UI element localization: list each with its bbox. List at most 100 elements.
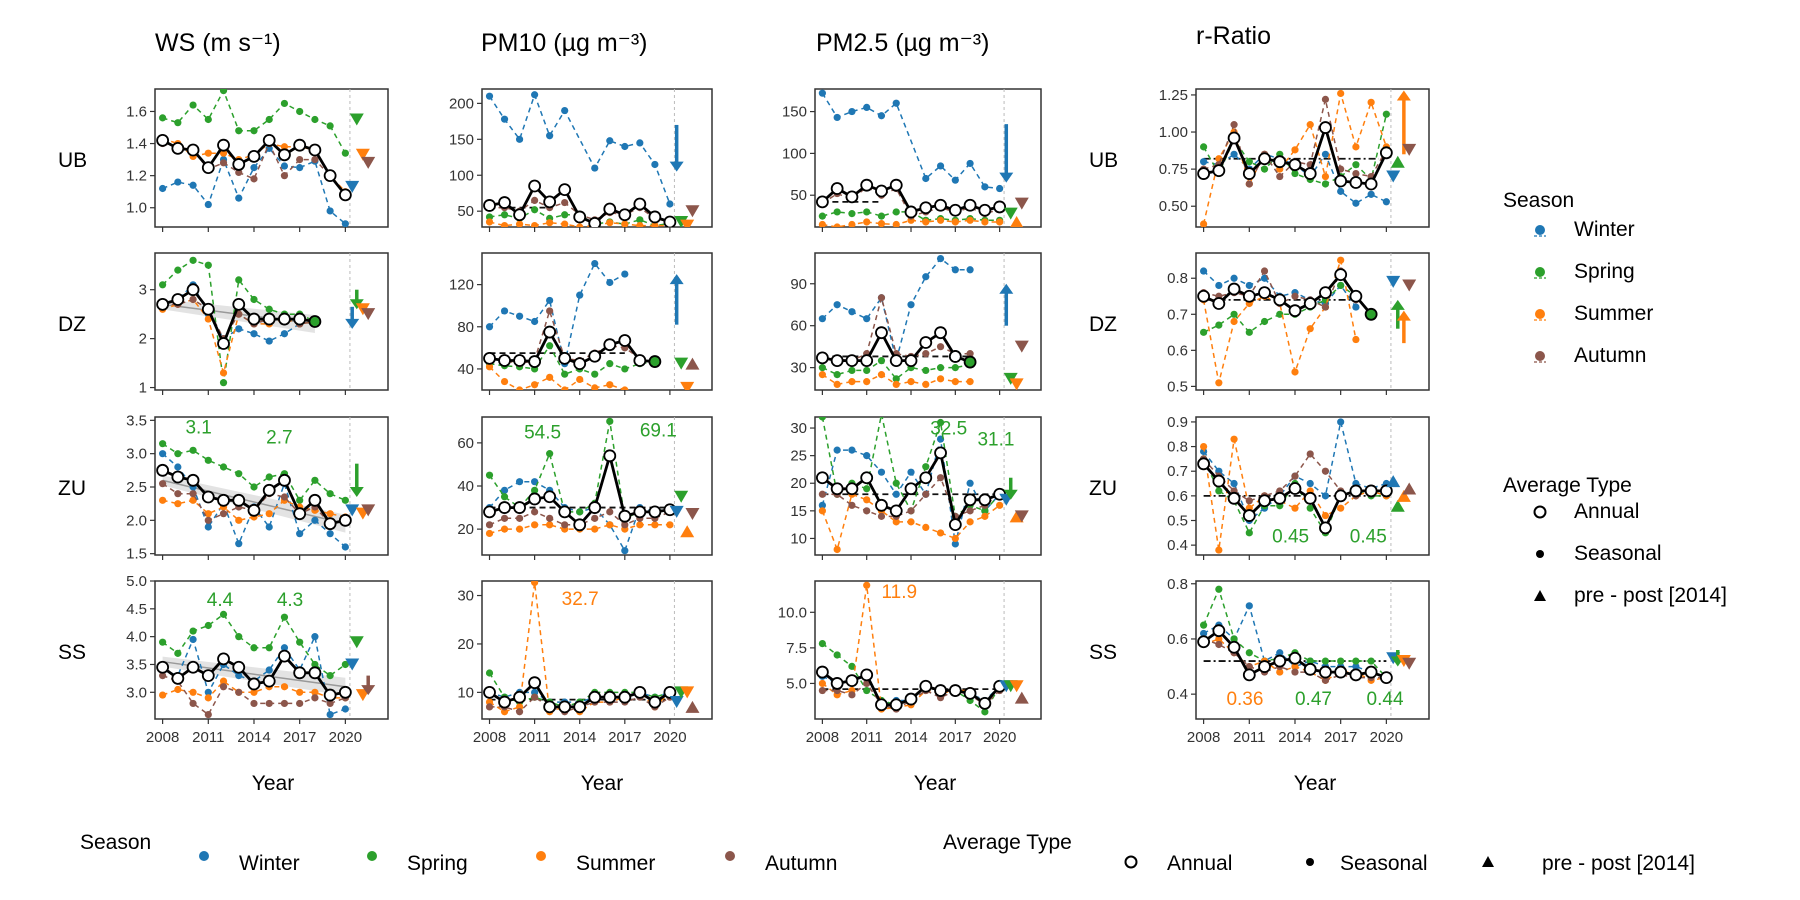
point-autumn [1321, 676, 1330, 684]
panel-rratio-zu: 0.4 0.5 0.6 0.7 0.8 0.9 0.45 0.45 [1167, 414, 1430, 560]
point-winter [621, 270, 629, 278]
point-summer [1337, 256, 1345, 264]
point-summer [1367, 98, 1375, 106]
point-annual [323, 169, 337, 183]
prepost-arrow-head-winter [999, 283, 1014, 294]
point-winter [326, 710, 334, 719]
panel-frame [1195, 580, 1430, 720]
column-title-ws: WS (m s⁻¹) [155, 29, 281, 57]
point-spring [1245, 529, 1253, 537]
point-summer [591, 384, 599, 390]
point-spring [833, 208, 841, 216]
y-tick-label: 25 [790, 448, 807, 465]
point-autumn [561, 521, 569, 529]
point-spring [485, 213, 494, 221]
point-spring [311, 660, 319, 669]
point-spring [863, 366, 871, 375]
point-spring [265, 305, 273, 313]
point-annual [1197, 635, 1211, 649]
point-summer [1291, 146, 1299, 154]
y-tick-label: 5.0 [786, 675, 807, 692]
point-autumn [877, 294, 886, 302]
series-line-summer [1202, 259, 1357, 383]
point-annual [1242, 167, 1256, 180]
point-annual [573, 518, 587, 532]
y-tick-label: 60 [457, 435, 474, 452]
point-summer [951, 534, 959, 543]
point-annual [633, 354, 647, 367]
point-winter [341, 543, 349, 551]
point-annual [1364, 177, 1378, 191]
point-autumn [189, 295, 197, 304]
point-annual [815, 195, 829, 209]
point-annual [934, 684, 947, 697]
point-annual [338, 513, 352, 527]
point-spring [546, 450, 554, 458]
point-summer [892, 220, 900, 227]
point-summer [621, 386, 629, 390]
y-tick-label: 0.4 [1167, 686, 1188, 703]
point-autumn [531, 693, 539, 701]
point-summer [1291, 662, 1299, 671]
y-tick-label: 10 [457, 684, 474, 701]
point-winter [1306, 479, 1314, 488]
point-annual [513, 208, 526, 222]
plot-area [483, 581, 700, 719]
point-autumn [561, 198, 569, 207]
legend-bottom-label-avg-type: Seasonal [1340, 852, 1428, 875]
point-winter [981, 183, 989, 191]
point-winter [204, 523, 212, 531]
y-tick-label: 1.0 [126, 200, 147, 217]
point-spring [250, 295, 258, 304]
point-autumn [296, 699, 304, 708]
point-summer [326, 510, 334, 518]
annotation-label: 54.5 [524, 423, 561, 444]
point-summer [636, 393, 643, 400]
point-annual [1319, 665, 1332, 679]
prepost-arrow-head-spring [1003, 489, 1018, 500]
panel-frame [1195, 416, 1430, 556]
x-axis-title-r-ratio: Year [1294, 772, 1336, 795]
legend-bottom-key-spring [367, 851, 377, 861]
point-spring [204, 621, 212, 630]
point-annual [293, 312, 307, 326]
point-winter [341, 705, 349, 713]
prepost-marker-winter [669, 505, 684, 518]
point-annual [201, 302, 215, 316]
y-tick-label: 3.0 [126, 446, 147, 463]
point-spring [250, 127, 258, 135]
y-tick-label: 3 [139, 282, 147, 299]
y-tick-label: 3.0 [126, 684, 147, 701]
row-labels: UB DZ ZU SS UB DZ ZU SS [58, 149, 1118, 664]
point-winter [546, 296, 554, 305]
prepost-marker-spring [1390, 155, 1405, 168]
point-winter [863, 103, 871, 111]
plot-area [815, 581, 1029, 719]
point-spring [1337, 657, 1345, 665]
point-summer [546, 219, 554, 227]
point-annual [889, 698, 903, 712]
x-tick-label: 2011 [192, 729, 224, 746]
point-winter [1276, 649, 1284, 657]
point-annual [278, 312, 291, 326]
point-annual [588, 501, 602, 514]
point-winter [848, 446, 856, 454]
point-autumn [1306, 450, 1314, 458]
point-spring [219, 89, 228, 95]
point-spring [159, 638, 167, 646]
legend-bottom-label-avg-type: Annual [1167, 852, 1232, 875]
point-winter [500, 486, 509, 494]
point-autumn [863, 507, 871, 515]
point-annual [528, 676, 542, 690]
point-annual [963, 686, 977, 700]
point-spring [1200, 621, 1208, 629]
prepost-marker-winter [1386, 475, 1401, 488]
point-winter [235, 671, 243, 680]
point-annual [171, 671, 185, 685]
panels: 1.0 1.2 1.4 1.6 50 100 150 200 50 100 150 0.50 0.75 1… [126, 87, 1430, 746]
prepost-arrow-head-winter [345, 318, 360, 329]
row-label-dz: DZ [58, 313, 86, 336]
point-spring [189, 627, 197, 635]
point-winter [833, 301, 841, 309]
series-line-summer [488, 366, 627, 390]
